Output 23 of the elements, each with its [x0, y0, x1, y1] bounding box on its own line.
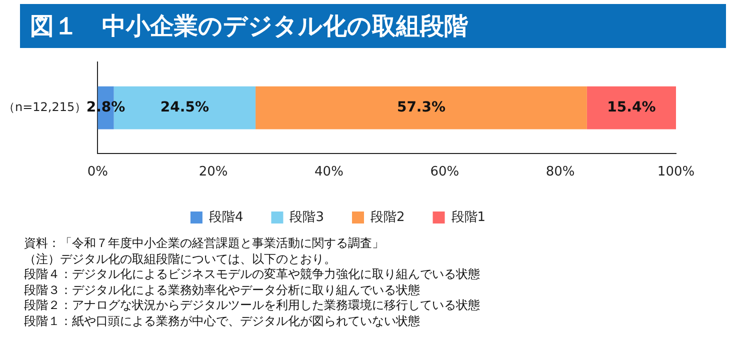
y-tick-label: （n=12,215） — [2, 100, 87, 114]
text: 15.4% — [607, 99, 656, 116]
legend-label: 段階1 — [451, 210, 486, 225]
x-tick-label: 60% — [430, 164, 460, 180]
x-tick-label: 20% — [198, 164, 228, 180]
bar — [586, 86, 676, 130]
text: 57.3% — [396, 99, 446, 116]
bar — [256, 86, 587, 130]
text: （注）デジタル化の取組段階については、以下のとおり。 — [24, 252, 337, 267]
legend-label: 段階4 — [208, 210, 244, 225]
legend-label: 段階2 — [370, 210, 405, 225]
x-tick-label: 0% — [87, 164, 108, 180]
x-tick-label: 40% — [314, 164, 344, 180]
text: 段階２：アナログな状況からデジタルツールを利用した業務環境に移行している状態 — [24, 298, 480, 314]
text: 段階４：デジタル化によるビジネスモデルの変革や競争力強化に取り組んでいる状態 — [24, 267, 480, 282]
text: 資料：「令和７年度中小企業の経営課題と事業活動に関する調査」 — [24, 236, 385, 252]
x-tick-label: 100% — [657, 164, 695, 180]
chart-title: 図１ 中小企業のデジタル化の取組段階 — [20, 4, 726, 48]
text: 24.5% — [160, 99, 209, 116]
x-tick-label: 80% — [546, 164, 575, 180]
text: 段階３：デジタル化による業務効率化やデータ分析に取り組んでいる状態 — [24, 282, 421, 298]
text: 段階１：紙や口頭による業務が中心で、デジタル化が図られていない状態 — [24, 314, 421, 329]
legend-label: 段階3 — [290, 210, 324, 225]
